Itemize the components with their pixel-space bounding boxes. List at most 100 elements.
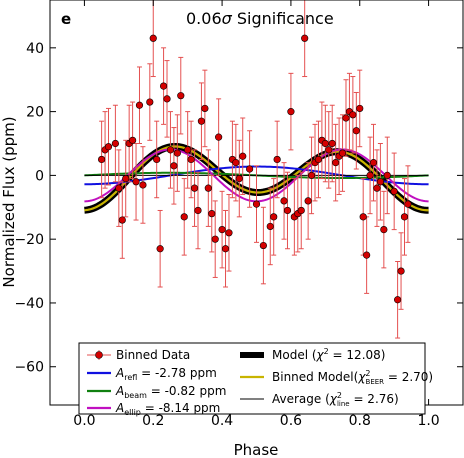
data-point	[232, 159, 240, 167]
legend-label-binned-data: Binned Data	[116, 348, 190, 362]
x-axis-title: Phase	[234, 441, 279, 458]
data-point	[221, 245, 230, 253]
data-point	[314, 155, 323, 164]
legend-item-ellip: Aellip = -8.14 ppm	[87, 401, 220, 417]
data-point	[376, 178, 385, 186]
data-point	[215, 133, 223, 141]
x-tick-label: 0.6	[280, 413, 302, 429]
legend-item-refl: Arefl = -2.78 ppm	[87, 366, 217, 382]
data-point	[197, 117, 206, 125]
legend: Binned Data Arefl = -2.78 ppm Abeam = -0…	[78, 342, 433, 417]
data-point	[380, 226, 388, 234]
data-point	[187, 155, 195, 164]
y-tick-label: −60	[14, 360, 44, 376]
x-tick-label: 0.4	[211, 413, 233, 429]
data-point	[270, 213, 278, 221]
data-point	[225, 229, 233, 237]
data-point	[356, 104, 364, 113]
data-point	[349, 111, 357, 119]
data-point	[170, 162, 178, 170]
data-point	[180, 213, 188, 221]
data-point	[366, 171, 374, 179]
legend-label-average: Average (χ2 line = 2.76)	[272, 391, 399, 408]
legend-item-binned-model: Binned Model(χ2 BEER = 2.70)	[240, 369, 433, 386]
data-point	[325, 146, 333, 154]
data-point	[273, 155, 281, 164]
legend-label-refl: Arefl = -2.78 ppm	[115, 366, 217, 382]
data-point	[342, 114, 350, 122]
data-point	[369, 159, 378, 167]
data-point	[235, 174, 243, 183]
data-point	[287, 108, 295, 116]
title-value: 0.06	[186, 9, 222, 28]
data-point	[146, 98, 154, 106]
binned-data-points	[98, 0, 412, 339]
data-point	[383, 171, 391, 179]
data-point	[149, 34, 157, 42]
data-point	[239, 152, 247, 160]
x-tick-label: 0.2	[142, 413, 164, 429]
title-suffix: Significance	[232, 9, 334, 28]
data-point	[184, 146, 192, 154]
data-point	[297, 206, 305, 215]
data-point	[280, 197, 288, 205]
data-point	[194, 206, 202, 215]
x-tick-label: 0.0	[73, 413, 95, 429]
data-point	[363, 251, 371, 259]
legend-data-marker	[95, 351, 103, 359]
chart-title: 0.06σ Significance	[186, 9, 334, 28]
y-tick-label: 40	[26, 41, 44, 57]
data-point	[139, 181, 147, 189]
data-point	[321, 139, 329, 148]
data-point	[132, 178, 140, 186]
data-point	[153, 155, 161, 164]
legend-item-binned-data: Binned Data	[87, 348, 190, 362]
x-tick-label: 1.0	[417, 413, 439, 429]
y-tick-label: 20	[26, 105, 44, 121]
data-point	[352, 127, 360, 135]
y-tick-label: −20	[14, 232, 44, 248]
data-point	[359, 213, 367, 221]
data-point	[190, 184, 199, 192]
legend-item-average: Average (χ2 line = 2.76)	[240, 391, 399, 408]
legend-label-beam: Abeam = -0.82 ppm	[115, 384, 226, 400]
data-point	[118, 216, 126, 224]
legend-label-model: Model (χ2 = 12.08)	[272, 347, 385, 362]
data-point	[246, 165, 254, 173]
data-point	[156, 245, 164, 253]
data-point	[332, 159, 340, 167]
legend-item-model: Model (χ2 = 12.08)	[240, 347, 385, 362]
data-point	[266, 222, 274, 231]
data-point	[211, 235, 219, 243]
data-point	[98, 155, 106, 164]
data-point	[390, 187, 398, 195]
legend-label-binned-model: Binned Model(χ2 BEER = 2.70)	[272, 369, 433, 386]
legend-item-beam: Abeam = -0.82 ppm	[87, 384, 226, 400]
panel-label: e	[61, 10, 71, 28]
axis-ticks: 0.0 0.2 0.4 0.6 0.8 1.0 −60 −40 −20 0 20 40	[14, 0, 463, 429]
data-point	[115, 184, 123, 192]
data-point	[301, 34, 309, 42]
data-point	[201, 104, 209, 113]
data-point	[177, 92, 185, 100]
data-point	[208, 210, 216, 218]
data-point	[252, 200, 261, 208]
data-point	[404, 200, 412, 208]
data-point	[307, 171, 316, 179]
data-point	[400, 213, 409, 221]
data-point	[111, 139, 119, 148]
data-point	[129, 136, 137, 144]
data-point	[259, 241, 267, 250]
data-point	[122, 174, 130, 183]
data-point	[373, 184, 381, 192]
data-point	[394, 296, 402, 304]
y-tick-label: 0	[35, 168, 44, 184]
data-point	[163, 95, 171, 103]
data-point	[283, 206, 292, 215]
data-point	[304, 197, 312, 205]
y-axis-title: Normalized Flux (ppm)	[0, 116, 18, 287]
data-point	[166, 146, 175, 154]
data-point	[338, 149, 347, 157]
data-point	[159, 82, 168, 90]
